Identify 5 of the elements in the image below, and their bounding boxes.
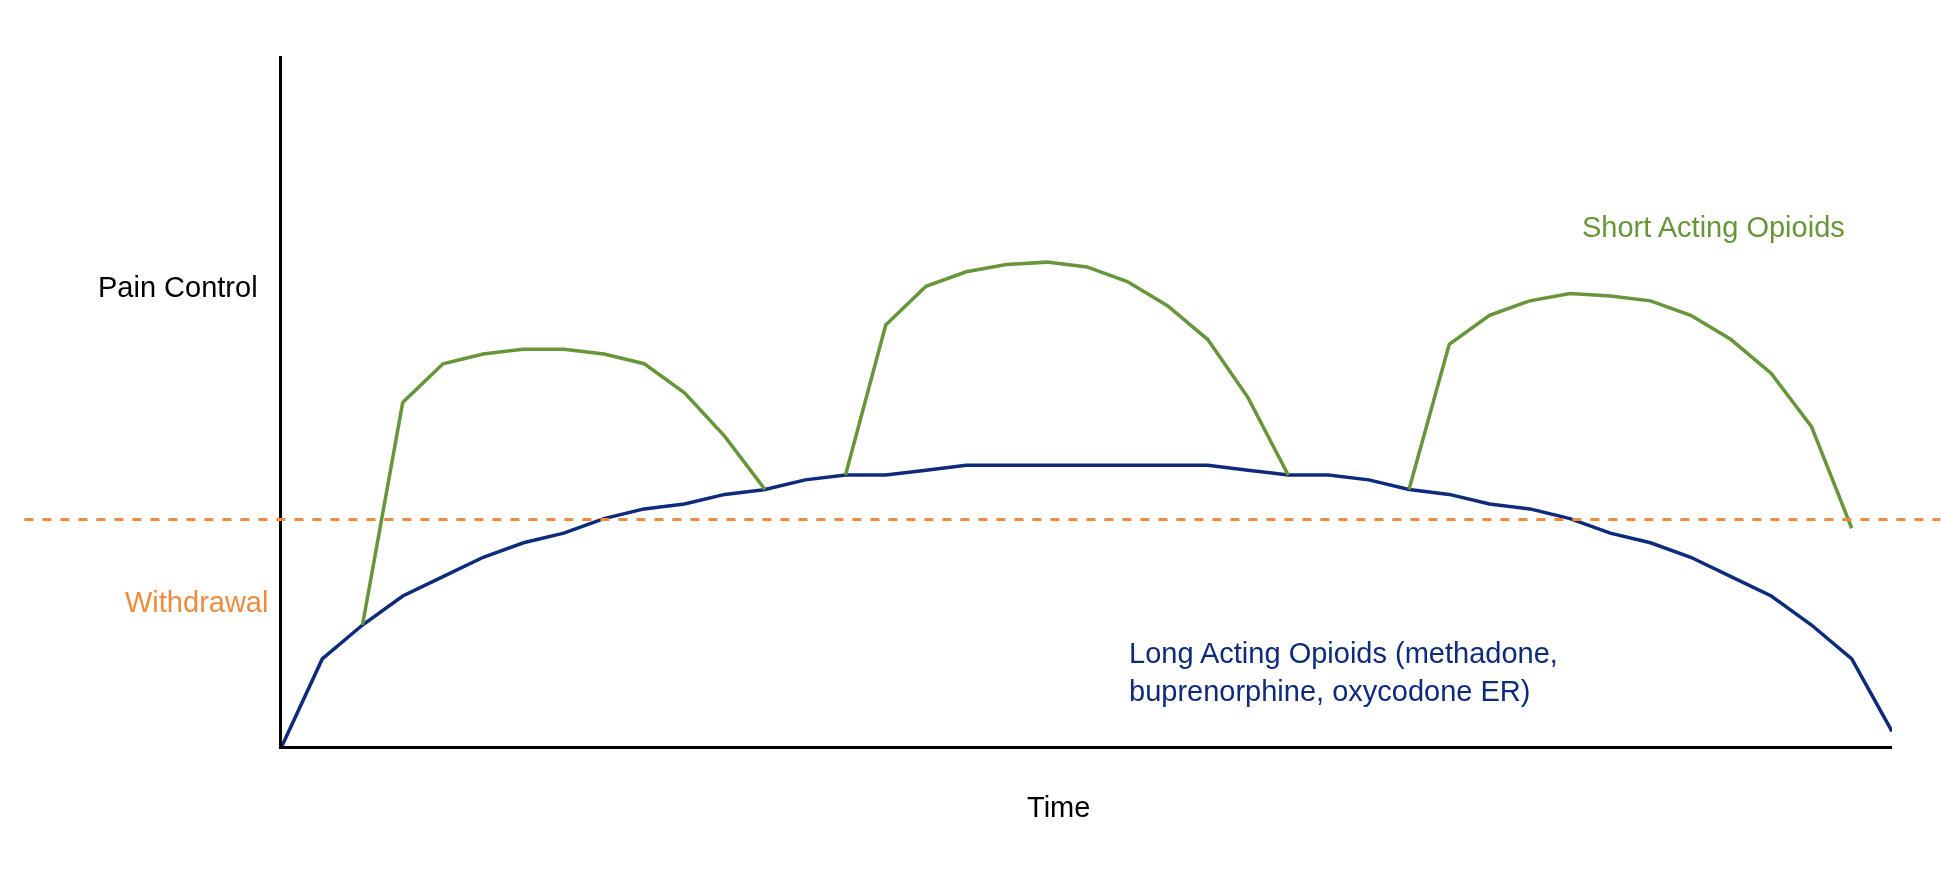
x-axis-title: Time	[1027, 791, 1091, 823]
series-label: Short Acting Opioids	[1582, 211, 1845, 243]
text: Long Acting Opioids (methadone, buprenorphine, oxycodone ER)	[1129, 637, 1558, 707]
ref-line-label: Withdrawal	[125, 586, 269, 618]
y-axis-title: Pain Control	[98, 271, 258, 303]
